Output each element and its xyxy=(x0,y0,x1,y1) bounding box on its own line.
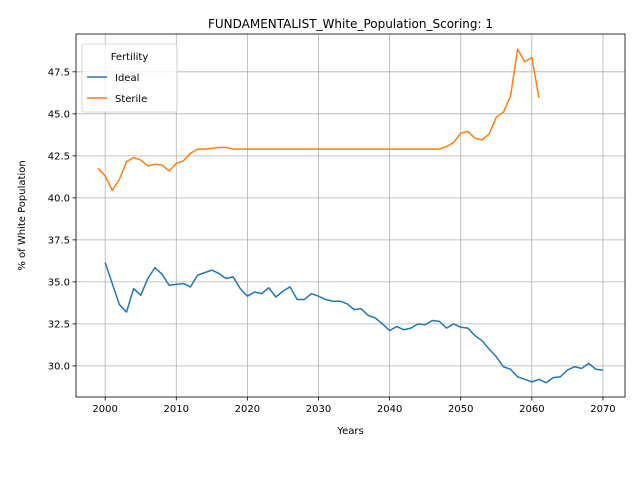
legend-box xyxy=(81,43,178,113)
y-tick-label: 40.0 xyxy=(48,193,70,204)
y-tick-label: 37.5 xyxy=(48,235,70,246)
x-tick-label: 2040 xyxy=(377,404,402,415)
y-tick-label: 45.0 xyxy=(48,109,70,120)
legend: Fertility Ideal Sterile xyxy=(81,43,178,113)
y-tick-label: 42.5 xyxy=(48,151,70,162)
y-tick-label: 35.0 xyxy=(48,277,70,288)
chart-title: FUNDAMENTALIST_White_Population_Scoring:… xyxy=(208,17,493,31)
x-axis-label: Years xyxy=(336,426,363,437)
y-tick-label: 32.5 xyxy=(48,319,70,330)
x-axis-ticks: 2000 2010 2020 2030 2040 2050 2060 2070 xyxy=(92,397,616,415)
x-tick-label: 2020 xyxy=(235,404,260,415)
x-tick-label: 2060 xyxy=(519,404,544,415)
series-line-sterile xyxy=(97,48,540,192)
x-tick-label: 2000 xyxy=(92,404,117,415)
x-tick-label: 2070 xyxy=(590,404,615,415)
x-tick-label: 2010 xyxy=(164,404,189,415)
y-axis-ticks: 30.0 32.5 35.0 37.5 40.0 42.5 45.0 47.5 xyxy=(48,67,76,372)
legend-label-sterile: Sterile xyxy=(115,94,147,105)
legend-title: Fertility xyxy=(111,52,149,63)
plot-frame xyxy=(75,33,626,398)
series-lines xyxy=(97,48,604,384)
x-tick-label: 2030 xyxy=(306,404,331,415)
series-line-ideal xyxy=(104,262,604,384)
grid xyxy=(76,34,625,397)
y-axis-label: % of White Population xyxy=(17,160,28,270)
legend-label-ideal: Ideal xyxy=(115,73,139,84)
y-tick-label: 47.5 xyxy=(48,67,70,78)
y-tick-label: 30.0 xyxy=(48,361,70,372)
x-tick-label: 2050 xyxy=(448,404,473,415)
